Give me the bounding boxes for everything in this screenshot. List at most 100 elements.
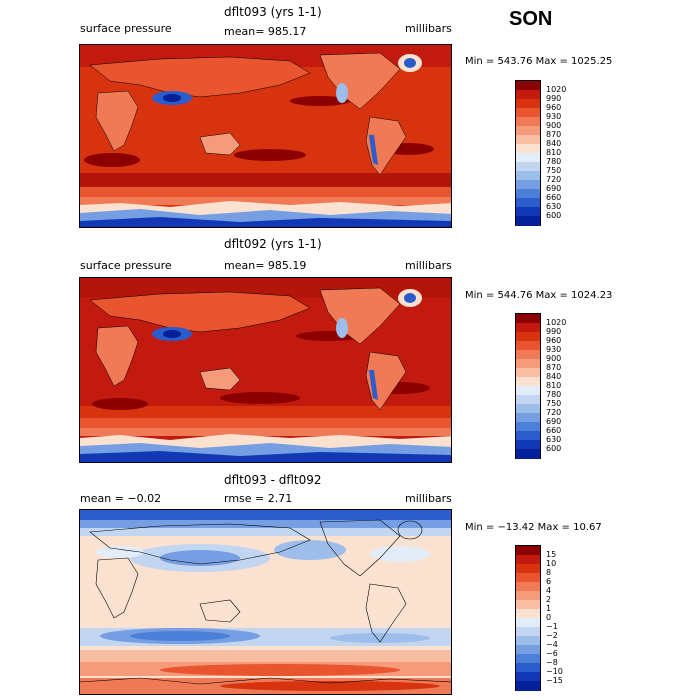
colorbar-tick-label: 1020 <box>546 318 567 327</box>
panel-1-field-label: surface pressure <box>80 22 172 35</box>
colorbar-swatch <box>516 636 540 646</box>
colorbar-tick-label: 750 <box>546 399 562 408</box>
colorbar-tick-label: 960 <box>546 103 562 112</box>
colorbar-tick-label: 8 <box>546 568 552 577</box>
colorbar-swatch <box>516 681 540 691</box>
colorbar-tick-label: 960 <box>546 336 562 345</box>
colorbar-tick-label: 0 <box>546 613 552 622</box>
colorbar-tick-label: 900 <box>546 121 562 130</box>
colorbar-swatch <box>516 162 540 172</box>
colorbar-tick-label: −15 <box>546 676 563 685</box>
colorbar-tick-label: −4 <box>546 640 558 649</box>
colorbar-swatch <box>516 368 540 378</box>
panel-3-rmse: rmse = 2.71 <box>224 492 293 505</box>
colorbar-tick-label: 660 <box>546 193 562 202</box>
colorbar-swatch <box>516 645 540 655</box>
colorbar-tick-label: −10 <box>546 667 563 676</box>
colorbar-swatch <box>516 609 540 619</box>
panel-1-title: dflt093 (yrs 1-1) <box>224 5 322 19</box>
colorbar-swatch <box>516 90 540 100</box>
colorbar-tick-label: 2 <box>546 595 552 604</box>
colorbar-tick-label: 750 <box>546 166 562 175</box>
colorbar-tick-label: 630 <box>546 435 562 444</box>
panel-3-minmax: Min = −13.42 Max = 10.67 <box>465 522 602 533</box>
colorbar-swatch <box>516 108 540 118</box>
colorbar-tick-label: −6 <box>546 649 558 658</box>
colorbar-swatch <box>516 144 540 154</box>
panel-2-colorbar: 1020 990 960 930 900 870 840 810 780 750 720 690 660… <box>515 313 566 459</box>
colorbar-swatch <box>516 359 540 369</box>
colorbar-swatch <box>516 654 540 664</box>
colorbar-tick-label: 720 <box>546 175 562 184</box>
colorbar-swatch <box>516 600 540 610</box>
colorbar-swatch <box>516 332 540 342</box>
colorbar-tick-label: 630 <box>546 202 562 211</box>
colorbar-tick-label: 660 <box>546 426 562 435</box>
colorbar-swatch <box>516 627 540 637</box>
colorbar-tick-label: −8 <box>546 658 558 667</box>
colorbar-swatch <box>516 440 540 450</box>
panel-1-minmax: Min = 543.76 Max = 1025.25 <box>465 56 613 67</box>
colorbar-swatch <box>516 404 540 414</box>
colorbar-swatch <box>516 386 540 396</box>
panel-1-mean: mean= 985.17 <box>224 25 307 38</box>
colorbar-tick-label: 600 <box>546 444 562 453</box>
colorbar-tick-label: 15 <box>546 550 557 559</box>
colorbar-swatch <box>516 189 540 199</box>
colorbar-swatch <box>516 117 540 127</box>
colorbar-swatch <box>516 126 540 136</box>
colorbar-swatch <box>516 582 540 592</box>
panel-2-map-graphic <box>80 278 451 462</box>
panel-1-map <box>79 44 452 228</box>
colorbar-tick-label: 600 <box>546 211 562 220</box>
colorbar-tick-label: 990 <box>546 327 562 336</box>
colorbar-tick-label: 10 <box>546 559 557 568</box>
season-label: SON <box>509 8 553 30</box>
colorbar-tick-label: 900 <box>546 354 562 363</box>
panel-3-mean: mean = −0.02 <box>80 492 162 505</box>
colorbar-tick-label: 990 <box>546 94 562 103</box>
colorbar-swatch <box>516 341 540 351</box>
colorbar-tick-label: 840 <box>546 139 562 148</box>
colorbar-swatch <box>516 573 540 583</box>
panel-1-colorbar: 1020 990 960 930 900 870 840 810 780 750 720 690 660… <box>515 80 566 226</box>
colorbar-tick-label: 6 <box>546 577 552 586</box>
colorbar-tick-label: 810 <box>546 381 562 390</box>
colorbar-tick-label: 4 <box>546 586 552 595</box>
colorbar-swatch <box>516 323 540 333</box>
colorbar-swatch <box>516 555 540 565</box>
colorbar-swatch <box>516 618 540 628</box>
colorbar-tick-label: 720 <box>546 408 562 417</box>
colorbar-swatch <box>516 207 540 217</box>
colorbar-tick-label: 690 <box>546 184 562 193</box>
colorbar-swatch <box>516 413 540 423</box>
panel-1-map-graphic <box>80 45 451 227</box>
colorbar-swatch <box>516 153 540 163</box>
panel-3-units: millibars <box>405 492 452 505</box>
panel-3-map <box>79 509 452 695</box>
colorbar-swatch <box>516 377 540 387</box>
panel-1-units: millibars <box>405 22 452 35</box>
colorbar-swatch <box>516 663 540 673</box>
colorbar-swatch <box>516 171 540 181</box>
colorbar-tick-label: 780 <box>546 390 562 399</box>
colorbar-swatch <box>516 99 540 109</box>
panel-2-field-label: surface pressure <box>80 259 172 272</box>
colorbar-swatch <box>516 591 540 601</box>
colorbar-swatch <box>516 314 540 324</box>
colorbar-tick-label: 690 <box>546 417 562 426</box>
colorbar-tick-label: −1 <box>546 622 558 631</box>
colorbar-tick-label: 840 <box>546 372 562 381</box>
colorbar-tick-label: 870 <box>546 363 562 372</box>
colorbar-tick-label: 1020 <box>546 85 567 94</box>
colorbar-tick-label: −2 <box>546 631 558 640</box>
panel-3-map-graphic <box>80 510 451 694</box>
colorbar-swatch <box>516 431 540 441</box>
colorbar-swatch <box>516 672 540 682</box>
panel-2-units: millibars <box>405 259 452 272</box>
colorbar-swatch <box>516 198 540 208</box>
colorbar-swatch <box>516 564 540 574</box>
colorbar-swatch <box>516 180 540 190</box>
colorbar-tick-label: 930 <box>546 112 562 121</box>
colorbar-swatch <box>516 350 540 360</box>
